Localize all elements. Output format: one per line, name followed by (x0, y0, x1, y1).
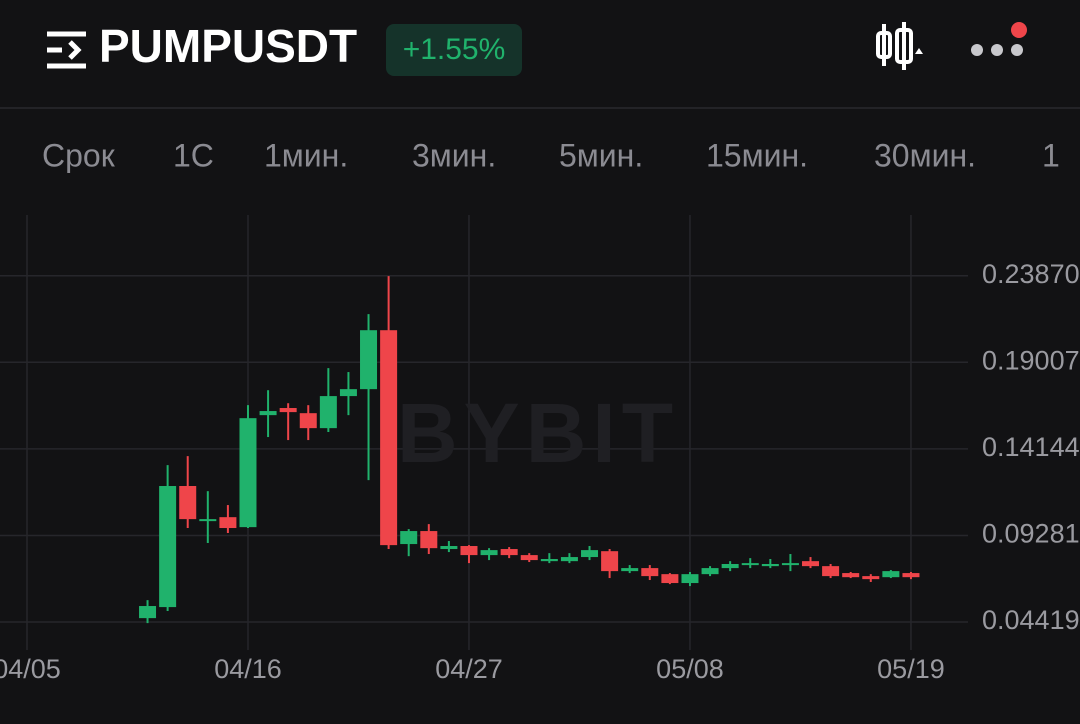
candle-body (721, 563, 739, 569)
x-tick-label: 04/16 (214, 654, 282, 684)
y-tick-label: 0.19007 (982, 345, 1080, 375)
timeframe-tab[interactable]: 15мин. (706, 137, 808, 173)
candle-body (822, 566, 840, 577)
candle-body (360, 330, 378, 390)
candle-body (862, 576, 880, 580)
candle-body (279, 408, 297, 413)
chart-type-icon[interactable] (876, 22, 923, 70)
candle-body (621, 568, 639, 572)
change-badge (386, 24, 522, 76)
timeframe-tabs: Срок 1С 1мин. 3мин. 5мин. 15мин. 30мин. 1 (42, 137, 1060, 173)
candle-body (259, 411, 277, 416)
candle-body (500, 549, 518, 556)
more-menu[interactable] (971, 22, 1027, 56)
x-tick-label: 05/08 (656, 654, 724, 684)
candle-body (199, 519, 217, 522)
candle-body (560, 557, 578, 562)
watermark: BYBIT (397, 386, 679, 480)
candle-body (581, 550, 599, 558)
candle-body (400, 531, 418, 545)
candle-body (440, 546, 458, 550)
candle-body (139, 606, 157, 619)
candle-body (781, 563, 799, 566)
candle-body (902, 573, 920, 578)
y-tick-label: 0.14144 (982, 432, 1080, 462)
candle-body (159, 486, 177, 608)
timeframe-tab[interactable]: 1мин. (264, 137, 348, 173)
x-tick-label: 05/19 (877, 654, 945, 684)
change-percent: +1.55% (403, 33, 506, 66)
candle-body (681, 574, 699, 584)
candle-body (661, 574, 679, 584)
x-tick-label: 04/05 (0, 654, 61, 684)
candle-body (339, 389, 357, 397)
timeframe-tab[interactable]: 3мин. (412, 137, 496, 173)
timeframe-tab[interactable]: 5мин. (559, 137, 643, 173)
menu-icon[interactable] (47, 31, 86, 69)
y-tick-label: 0.04419 (982, 605, 1080, 635)
candle-body (299, 413, 317, 429)
candle-body (601, 551, 619, 572)
candle-body (219, 517, 237, 529)
candle-body (520, 555, 538, 561)
timeframe-tab[interactable]: 30мин. (874, 137, 976, 173)
candle-body (420, 531, 438, 549)
candle-body (179, 486, 197, 520)
candle-body (882, 571, 900, 578)
candle-body (319, 396, 337, 429)
candle-body (701, 568, 719, 575)
candle-body (239, 418, 257, 528)
y-tick-label: 0.23870 (982, 259, 1080, 289)
candle-body (540, 559, 558, 562)
y-tick-label: 0.09281 (982, 519, 1080, 549)
timeframe-tab[interactable]: 1 (1042, 137, 1060, 173)
candle-body (741, 563, 759, 566)
candle-body (842, 573, 860, 578)
symbol-title[interactable]: PUMPUSDT (99, 20, 357, 72)
x-tick-label: 04/27 (435, 654, 503, 684)
candle-body (480, 550, 498, 556)
timeframe-tab[interactable]: Срок (42, 137, 116, 173)
candle-body (802, 561, 820, 567)
timeframe-tab[interactable]: 1С (173, 137, 214, 173)
candle-body (641, 568, 659, 577)
axes: 0.04419 0.09281 0.14144 0.19007 0.23870 04/05… (0, 259, 1080, 684)
candle-body (380, 330, 398, 546)
candle-body (761, 563, 779, 567)
candle-body (460, 546, 478, 556)
candles (139, 276, 920, 624)
